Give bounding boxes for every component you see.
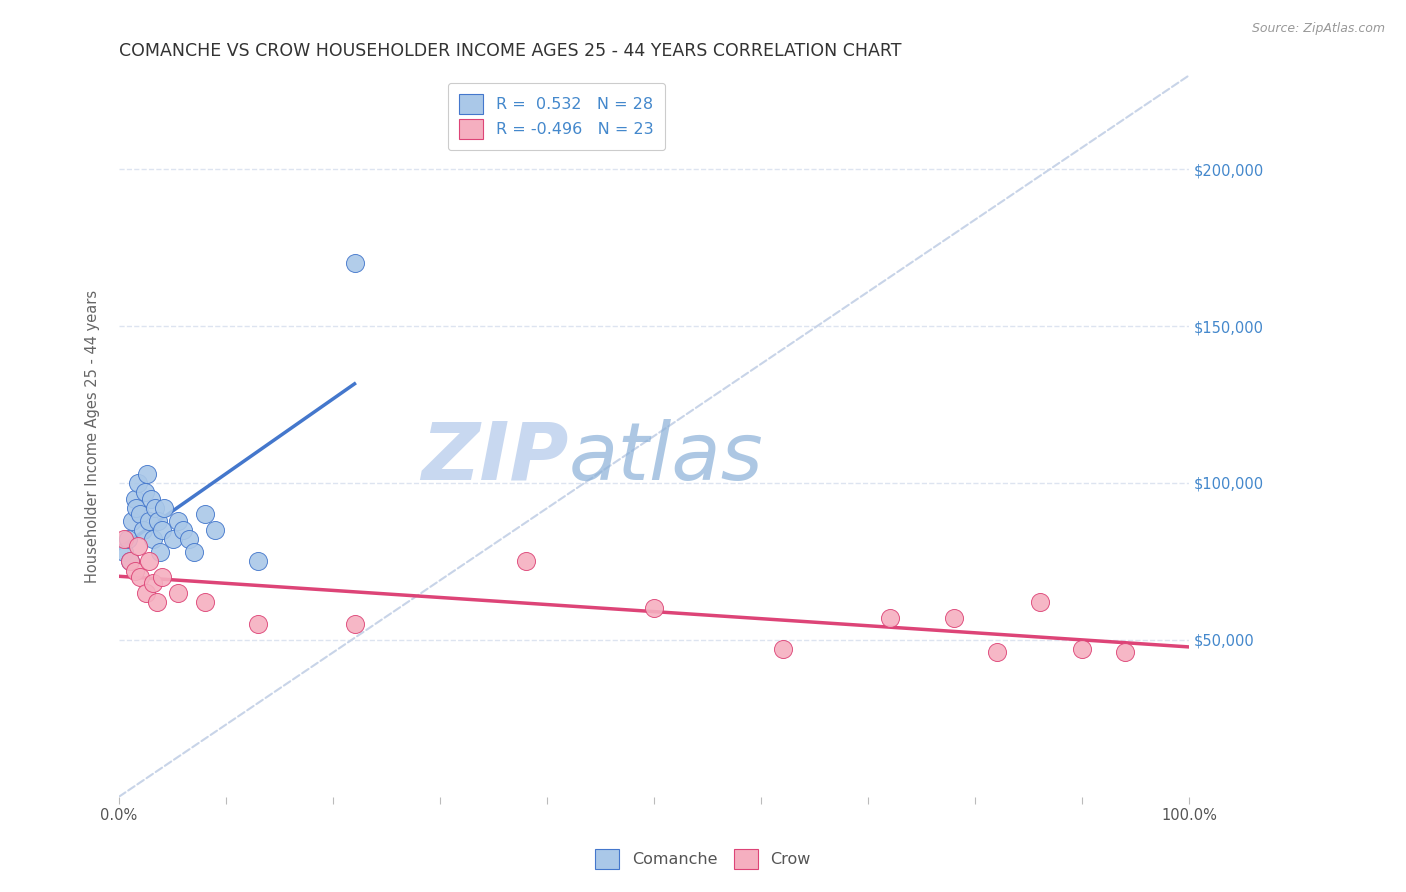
Point [942,611,965,625]
Point [177,533,200,547]
Point [112,533,135,547]
Point [1071,642,1094,657]
Point [117,533,139,547]
Legend: R =  0.532   N = 28, R = -0.496   N = 23: R = 0.532 N = 28, R = -0.496 N = 23 [449,83,665,150]
Point [138,554,160,568]
Point [162,533,184,547]
Point [986,645,1008,659]
Point [131,523,153,537]
Point [153,501,176,516]
Point [1114,645,1136,659]
Point [194,508,217,522]
Point [204,523,226,537]
Point [118,554,141,568]
Point [124,491,146,506]
Point [142,576,165,591]
Point [141,491,163,506]
Point [125,501,148,516]
Point [1028,595,1050,609]
Point [145,595,167,609]
Text: Source: ZipAtlas.com: Source: ZipAtlas.com [1251,22,1385,36]
Point [138,514,160,528]
Point [515,554,537,568]
Point [772,642,794,657]
Legend: Comanche, Crow: Comanche, Crow [589,843,817,875]
Point [343,617,366,632]
Point [172,523,194,537]
Point [150,523,173,537]
Point [145,501,167,516]
Point [167,586,190,600]
Point [247,554,270,568]
Point [135,586,157,600]
Point [118,554,141,568]
Point [127,475,149,490]
Point [149,545,172,559]
Point [135,467,157,481]
Point [879,611,901,625]
Y-axis label: Householder Income Ages 25 - 44 years: Householder Income Ages 25 - 44 years [86,289,100,582]
Point [150,570,173,584]
Point [194,595,217,609]
Text: COMANCHE VS CROW HOUSEHOLDER INCOME AGES 25 - 44 YEARS CORRELATION CHART: COMANCHE VS CROW HOUSEHOLDER INCOME AGES… [120,42,901,60]
Text: atlas: atlas [568,418,763,497]
Point [247,617,270,632]
Point [129,570,152,584]
Point [112,545,135,559]
Point [134,485,156,500]
Point [124,564,146,578]
Point [183,545,205,559]
Point [643,601,665,615]
Point [146,514,169,528]
Point [142,533,165,547]
Point [343,256,366,270]
Point [121,514,143,528]
Text: ZIP: ZIP [422,418,568,497]
Point [167,514,190,528]
Point [127,539,149,553]
Point [129,508,152,522]
